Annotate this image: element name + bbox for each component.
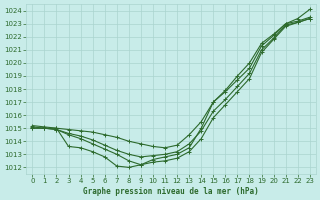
X-axis label: Graphe pression niveau de la mer (hPa): Graphe pression niveau de la mer (hPa) <box>83 187 259 196</box>
